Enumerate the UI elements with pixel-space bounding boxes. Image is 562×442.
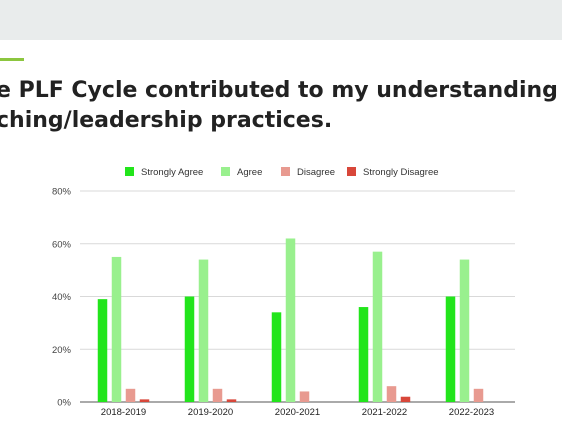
bar-agree <box>285 238 296 402</box>
slide-title-line-1: e PLF Cycle contributed to my understand… <box>0 78 562 103</box>
bar-strongly-agree <box>358 307 369 402</box>
chart-grid <box>80 190 515 403</box>
legend-label-strongly-agree: Strongly Agree <box>141 167 203 178</box>
slide-title: e PLF Cycle contributed to my understand… <box>0 76 562 136</box>
y-tick-label: 60% <box>52 239 72 250</box>
accent-line <box>0 58 24 61</box>
bar-strongly-agree <box>271 312 282 402</box>
x-tick-label: 2021-2022 <box>362 407 407 418</box>
header-band <box>0 0 562 40</box>
legend-label-strongly-disagree: Strongly Disagree <box>363 167 439 178</box>
x-tick-label: 2019-2020 <box>188 407 233 418</box>
legend-swatch-disagree <box>281 167 290 176</box>
legend-swatch-strongly-agree <box>125 167 134 176</box>
legend-swatch-strongly-disagree <box>347 167 356 176</box>
bar-disagree <box>212 388 223 402</box>
bar-chart: Strongly Agree Agree Disagree Strongly Disa… <box>52 167 515 418</box>
bar-strongly-agree <box>97 299 108 402</box>
chart-legend: Strongly Agree Agree Disagree Strongly Disa… <box>125 167 439 178</box>
bar-strongly-disagree <box>226 399 237 402</box>
x-tick-label: 2022-2023 <box>449 407 494 418</box>
y-tick-label: 80% <box>52 187 72 198</box>
chart-bars <box>97 238 484 402</box>
x-tick-label: 2018-2019 <box>101 407 146 418</box>
bar-strongly-agree <box>445 296 456 402</box>
bar-disagree <box>386 386 397 402</box>
legend-swatch-agree <box>221 167 230 176</box>
x-axis: 2018-2019 2019-2020 2020-2021 2021-2022 2022… <box>101 407 494 418</box>
legend-label-disagree: Disagree <box>297 167 335 178</box>
x-tick-label: 2020-2021 <box>275 407 320 418</box>
legend-label-agree: Agree <box>237 167 262 178</box>
slide-title-line-2: ching/leadership practices. <box>0 108 333 133</box>
bar-disagree <box>473 388 484 402</box>
y-tick-label: 20% <box>52 345 72 356</box>
bar-agree <box>372 251 383 402</box>
bar-strongly-disagree <box>139 399 150 402</box>
bar-disagree <box>125 388 136 402</box>
bar-agree <box>198 259 209 402</box>
bar-disagree <box>299 391 310 402</box>
bar-strongly-disagree <box>400 396 411 402</box>
y-tick-label: 40% <box>52 292 72 303</box>
y-tick-label: 0% <box>57 398 71 409</box>
bar-agree <box>459 259 470 402</box>
y-axis: 0% 20% 40% 60% 80% <box>52 187 72 409</box>
bar-strongly-agree <box>184 296 195 402</box>
bar-agree <box>111 256 122 402</box>
